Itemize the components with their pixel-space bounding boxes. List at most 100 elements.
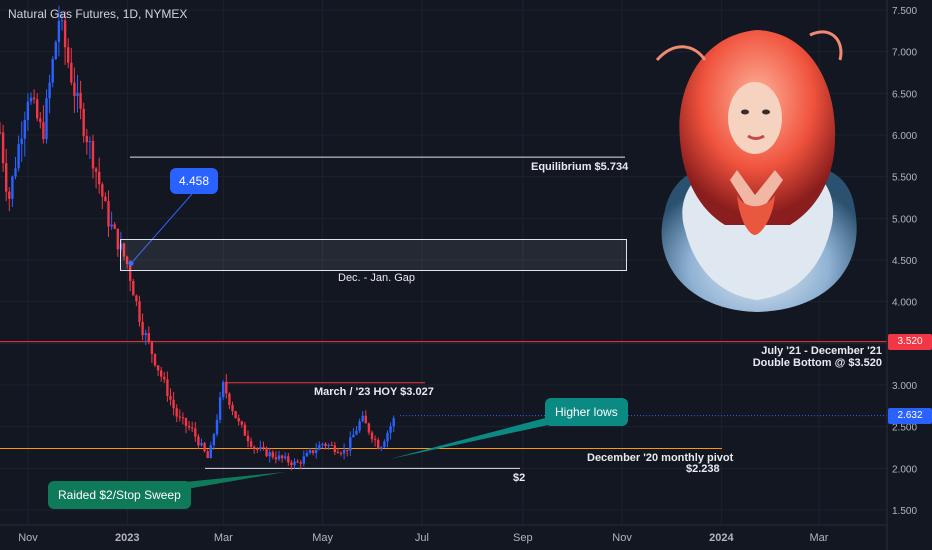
gap-box — [120, 239, 627, 271]
x-tick-label: Mar — [214, 532, 233, 544]
candle — [364, 415, 367, 424]
candle — [311, 450, 315, 454]
candle — [352, 434, 355, 438]
candle — [39, 118, 42, 123]
candle — [178, 416, 181, 418]
candle — [259, 446, 262, 449]
candle — [370, 432, 374, 440]
candle — [339, 453, 343, 455]
chart-title: Natural Gas Futures, 1D, NYMEX — [8, 7, 188, 21]
y-tick-label: 4.500 — [892, 256, 917, 267]
higher-lows-callout[interactable]: Higher lows — [545, 398, 628, 426]
gap-entry-connector — [130, 193, 193, 264]
candle — [175, 408, 178, 417]
double-bottom-price-badge: 3.520 — [888, 334, 932, 350]
candle — [318, 444, 321, 450]
candle — [132, 280, 135, 296]
level-lines — [0, 156, 887, 469]
candle — [104, 196, 107, 202]
candle — [125, 256, 129, 264]
candle — [302, 456, 305, 464]
candle — [197, 436, 200, 446]
callout-connectors — [128, 193, 553, 491]
double-bottom-label-1: July '21 - December '21 — [761, 345, 882, 357]
candle — [0, 132, 2, 134]
gap-entry-callout[interactable]: 4.458 — [170, 168, 219, 194]
candle — [237, 418, 240, 422]
candle — [129, 263, 132, 281]
candle — [144, 333, 147, 336]
candle — [336, 452, 340, 454]
candle — [342, 449, 346, 454]
candle — [271, 452, 274, 458]
candle — [73, 82, 76, 96]
y-tick-label: 4.000 — [892, 298, 917, 309]
candle — [222, 381, 225, 398]
candle — [392, 418, 395, 427]
y-tick-label: 5.500 — [892, 173, 917, 184]
candle — [60, 20, 64, 22]
pivot-label-2: $2.238 — [686, 463, 720, 475]
candle — [156, 365, 160, 371]
equilibrium-label: Equilibrium $5.734 — [531, 161, 629, 173]
candle — [373, 439, 377, 441]
candle — [246, 435, 250, 442]
candle — [11, 176, 14, 199]
candle — [377, 439, 380, 449]
candle — [287, 456, 290, 463]
candle — [5, 163, 8, 192]
y-tick-label: 2.000 — [892, 464, 917, 475]
x-tick-label: Sep — [513, 532, 533, 544]
candle — [181, 417, 185, 419]
candle — [160, 370, 163, 377]
candle — [280, 455, 284, 459]
candle — [330, 444, 333, 446]
candle — [315, 449, 318, 454]
gap-entry-point — [128, 261, 134, 266]
candle — [383, 441, 386, 448]
candle — [48, 82, 51, 99]
candle — [367, 423, 371, 433]
x-tick-label: Jul — [415, 532, 429, 544]
candle — [191, 427, 194, 429]
candle — [206, 451, 209, 459]
candle — [268, 452, 271, 457]
candle — [386, 432, 389, 442]
candle — [172, 399, 175, 409]
y-tick-label: 5.000 — [892, 214, 917, 225]
candle — [98, 171, 101, 185]
candle — [308, 450, 312, 453]
candle — [305, 452, 309, 457]
candle — [23, 120, 26, 139]
candle — [249, 441, 253, 447]
y-tick-label: 6.500 — [892, 89, 917, 100]
candle — [110, 224, 113, 227]
candle — [51, 59, 54, 83]
candle — [215, 419, 219, 435]
candle — [380, 447, 383, 449]
candle — [274, 457, 278, 460]
candle — [91, 141, 95, 169]
candle — [299, 462, 302, 464]
candle — [26, 101, 30, 121]
candle — [135, 295, 138, 302]
gap-label: Dec. - Jan. Gap — [338, 272, 416, 284]
candle — [88, 141, 92, 143]
raided-callout[interactable]: Raided $2/Stop Sweep — [48, 481, 191, 509]
candle — [20, 138, 23, 145]
candle — [209, 445, 212, 459]
candle — [212, 434, 216, 446]
candle — [327, 444, 330, 447]
current-price-badge: 2.632 — [888, 408, 932, 424]
chart-grid — [0, 0, 887, 525]
candle — [42, 122, 45, 140]
price-axis: 7.500 7.000 6.500 6.000 5.500 5.000 4.500 4.000… — [886, 0, 917, 550]
candle — [32, 97, 36, 100]
candle — [141, 321, 144, 336]
candle — [234, 411, 237, 419]
candle — [29, 97, 33, 102]
candle — [45, 98, 48, 140]
candle — [231, 404, 234, 412]
candle — [358, 421, 361, 431]
